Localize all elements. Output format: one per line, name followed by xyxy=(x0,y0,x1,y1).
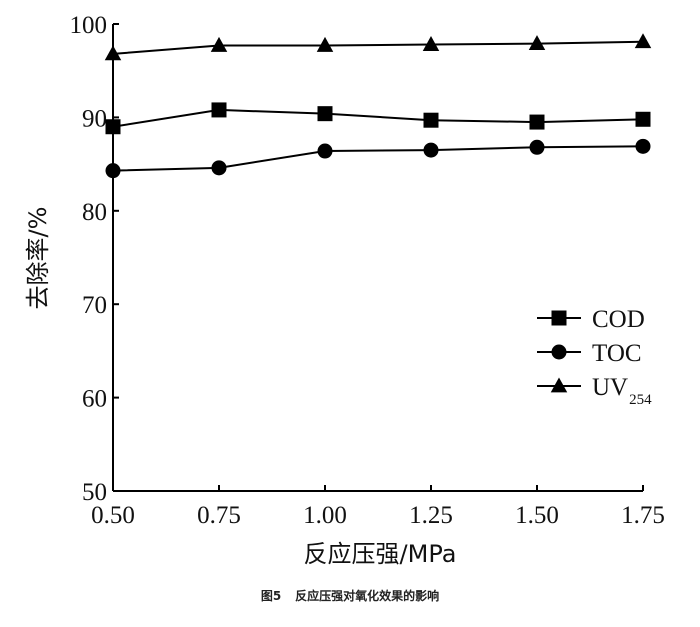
legend-label-cod: COD xyxy=(592,306,645,333)
y-tick-label: 70 xyxy=(82,292,107,319)
legend: COD TOC UV 254 xyxy=(537,306,652,408)
legend-label-uv: UV xyxy=(592,374,628,401)
data-point-toc xyxy=(635,138,651,154)
y-tick-label: 60 xyxy=(82,386,107,413)
data-point-uv xyxy=(210,36,228,52)
data-point-uv xyxy=(422,35,440,51)
legend-marker-cod xyxy=(551,310,567,326)
x-tick-label: 0.75 xyxy=(197,502,241,529)
y-tick-label: 50 xyxy=(82,479,107,506)
x-axis-title: 反应压强/MPa xyxy=(304,540,457,568)
data-point-toc xyxy=(105,163,121,179)
series-line-toc xyxy=(112,145,644,172)
data-point-cod xyxy=(211,102,227,118)
data-point-cod xyxy=(423,112,439,128)
legend-marker-uv xyxy=(550,377,568,393)
y-tick-label: 80 xyxy=(82,199,107,226)
y-axis-title: 去除率/% xyxy=(24,207,52,310)
data-point-toc xyxy=(423,142,439,158)
x-tick-label: 1.25 xyxy=(409,502,453,529)
data-point-uv xyxy=(634,33,652,49)
data-point-toc xyxy=(317,143,333,159)
legend-item-uv: UV 254 xyxy=(537,374,652,408)
series-uv xyxy=(104,33,652,61)
data-point-toc xyxy=(529,139,545,155)
x-tick-label: 1.00 xyxy=(303,502,347,529)
figure-number: 图5 xyxy=(260,589,282,603)
data-point-uv xyxy=(104,45,122,61)
series-line-cod xyxy=(112,108,644,128)
series-toc xyxy=(105,138,651,179)
y-tick-label: 90 xyxy=(82,105,107,132)
data-point-cod xyxy=(317,106,333,122)
data-point-toc xyxy=(211,160,227,176)
figure-caption-text: 反应压强对氧化效果的影响 xyxy=(295,589,440,603)
data-point-cod xyxy=(635,111,651,127)
axes: 50 60 70 80 90 100 0.50 0.75 1.00 1.25 1.50 1.75 xyxy=(70,12,665,529)
legend-marker-toc xyxy=(551,344,567,360)
data-point-cod xyxy=(105,119,121,135)
series-layer xyxy=(104,33,652,179)
data-point-cod xyxy=(529,114,545,130)
legend-subscript-uv: 254 xyxy=(629,392,652,408)
legend-item-cod: COD xyxy=(537,306,645,333)
figure-caption: 图5 反应压强对氧化效果的影响 xyxy=(0,587,700,604)
series-cod xyxy=(105,102,651,135)
series-line-uv xyxy=(112,40,644,55)
legend-label-toc: TOC xyxy=(592,340,642,367)
x-tick-label: 1.75 xyxy=(621,502,665,529)
data-point-uv xyxy=(528,35,546,51)
x-tick-label: 1.50 xyxy=(515,502,559,529)
data-point-uv xyxy=(316,36,334,52)
legend-item-toc: TOC xyxy=(537,340,642,367)
line-chart: 50 60 70 80 90 100 0.50 0.75 1.00 1.25 1.50 1.75 CO… xyxy=(24,12,665,568)
y-tick-label: 100 xyxy=(70,12,108,39)
x-tick-label: 0.50 xyxy=(91,502,135,529)
